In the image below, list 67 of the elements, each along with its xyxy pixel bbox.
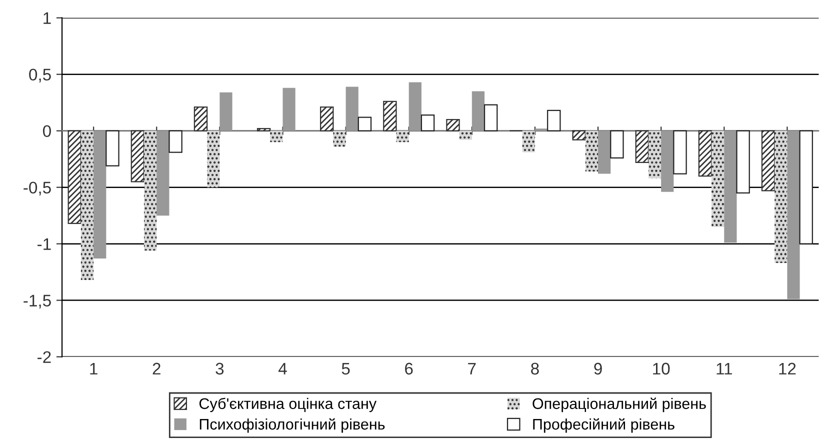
legend-label: Операціональний рівень <box>532 398 706 412</box>
bar <box>383 100 397 132</box>
bar <box>472 91 485 131</box>
bar <box>724 130 737 243</box>
bar <box>585 130 598 172</box>
legend-label: Психофізіологічний рівень <box>200 418 385 433</box>
bar <box>144 130 157 251</box>
y-tick-label: -0,5 <box>24 182 51 196</box>
bar <box>598 130 611 174</box>
bar <box>459 130 472 140</box>
bar <box>358 116 372 132</box>
x-tick-label: 5 <box>342 362 350 375</box>
bar <box>408 82 422 131</box>
y-tick-label: -1,5 <box>24 294 51 308</box>
bar <box>106 130 120 166</box>
bar <box>610 130 624 158</box>
bar <box>736 130 750 194</box>
bar <box>648 130 662 178</box>
x-tick-label: 7 <box>468 362 476 374</box>
x-tick-label: 11 <box>716 362 732 374</box>
bar <box>799 130 813 244</box>
bar <box>446 118 460 132</box>
bar <box>94 130 106 258</box>
y-tick-label: 1 <box>44 12 51 24</box>
bar <box>80 130 94 280</box>
bar <box>712 130 724 227</box>
bar <box>194 106 208 132</box>
bar <box>572 130 586 140</box>
bar <box>761 130 776 192</box>
bar <box>68 130 82 224</box>
x-tick-label: 4 <box>278 362 287 374</box>
x-tick-label: 3 <box>216 362 224 375</box>
bar <box>673 130 687 174</box>
y-tick-label: 0 <box>42 125 51 138</box>
bar <box>168 130 182 153</box>
x-tick-label: 12 <box>779 362 796 374</box>
bar <box>661 130 674 192</box>
bar <box>635 130 650 164</box>
bar <box>156 130 170 216</box>
bar <box>698 130 712 177</box>
x-tick-label: 1 <box>90 362 98 374</box>
bar <box>207 130 220 188</box>
bar <box>420 114 435 132</box>
bar <box>484 104 498 132</box>
legend-label: Суб'єктивна оцінка стану <box>199 398 377 412</box>
bar <box>282 88 296 131</box>
bar <box>774 130 788 264</box>
bar <box>522 130 535 152</box>
y-tick-label: 0,5 <box>29 68 51 83</box>
x-tick-label: 9 <box>594 362 602 375</box>
y-tick-label: -2 <box>38 351 51 363</box>
legend-label: Професійний рівень <box>533 418 674 433</box>
bar <box>547 110 561 132</box>
bar <box>396 130 409 142</box>
x-tick-label: 10 <box>653 362 670 375</box>
bar <box>787 130 800 300</box>
x-tick-label: 8 <box>531 362 539 375</box>
x-tick-label: 2 <box>152 362 160 374</box>
bar <box>256 128 271 132</box>
y-tick-label: -1 <box>38 238 51 250</box>
x-tick-label: 6 <box>405 362 413 375</box>
bar <box>346 86 358 131</box>
bar <box>270 130 283 142</box>
bar <box>130 130 145 182</box>
bar <box>320 106 334 132</box>
bar <box>333 130 346 147</box>
bar <box>220 92 232 131</box>
